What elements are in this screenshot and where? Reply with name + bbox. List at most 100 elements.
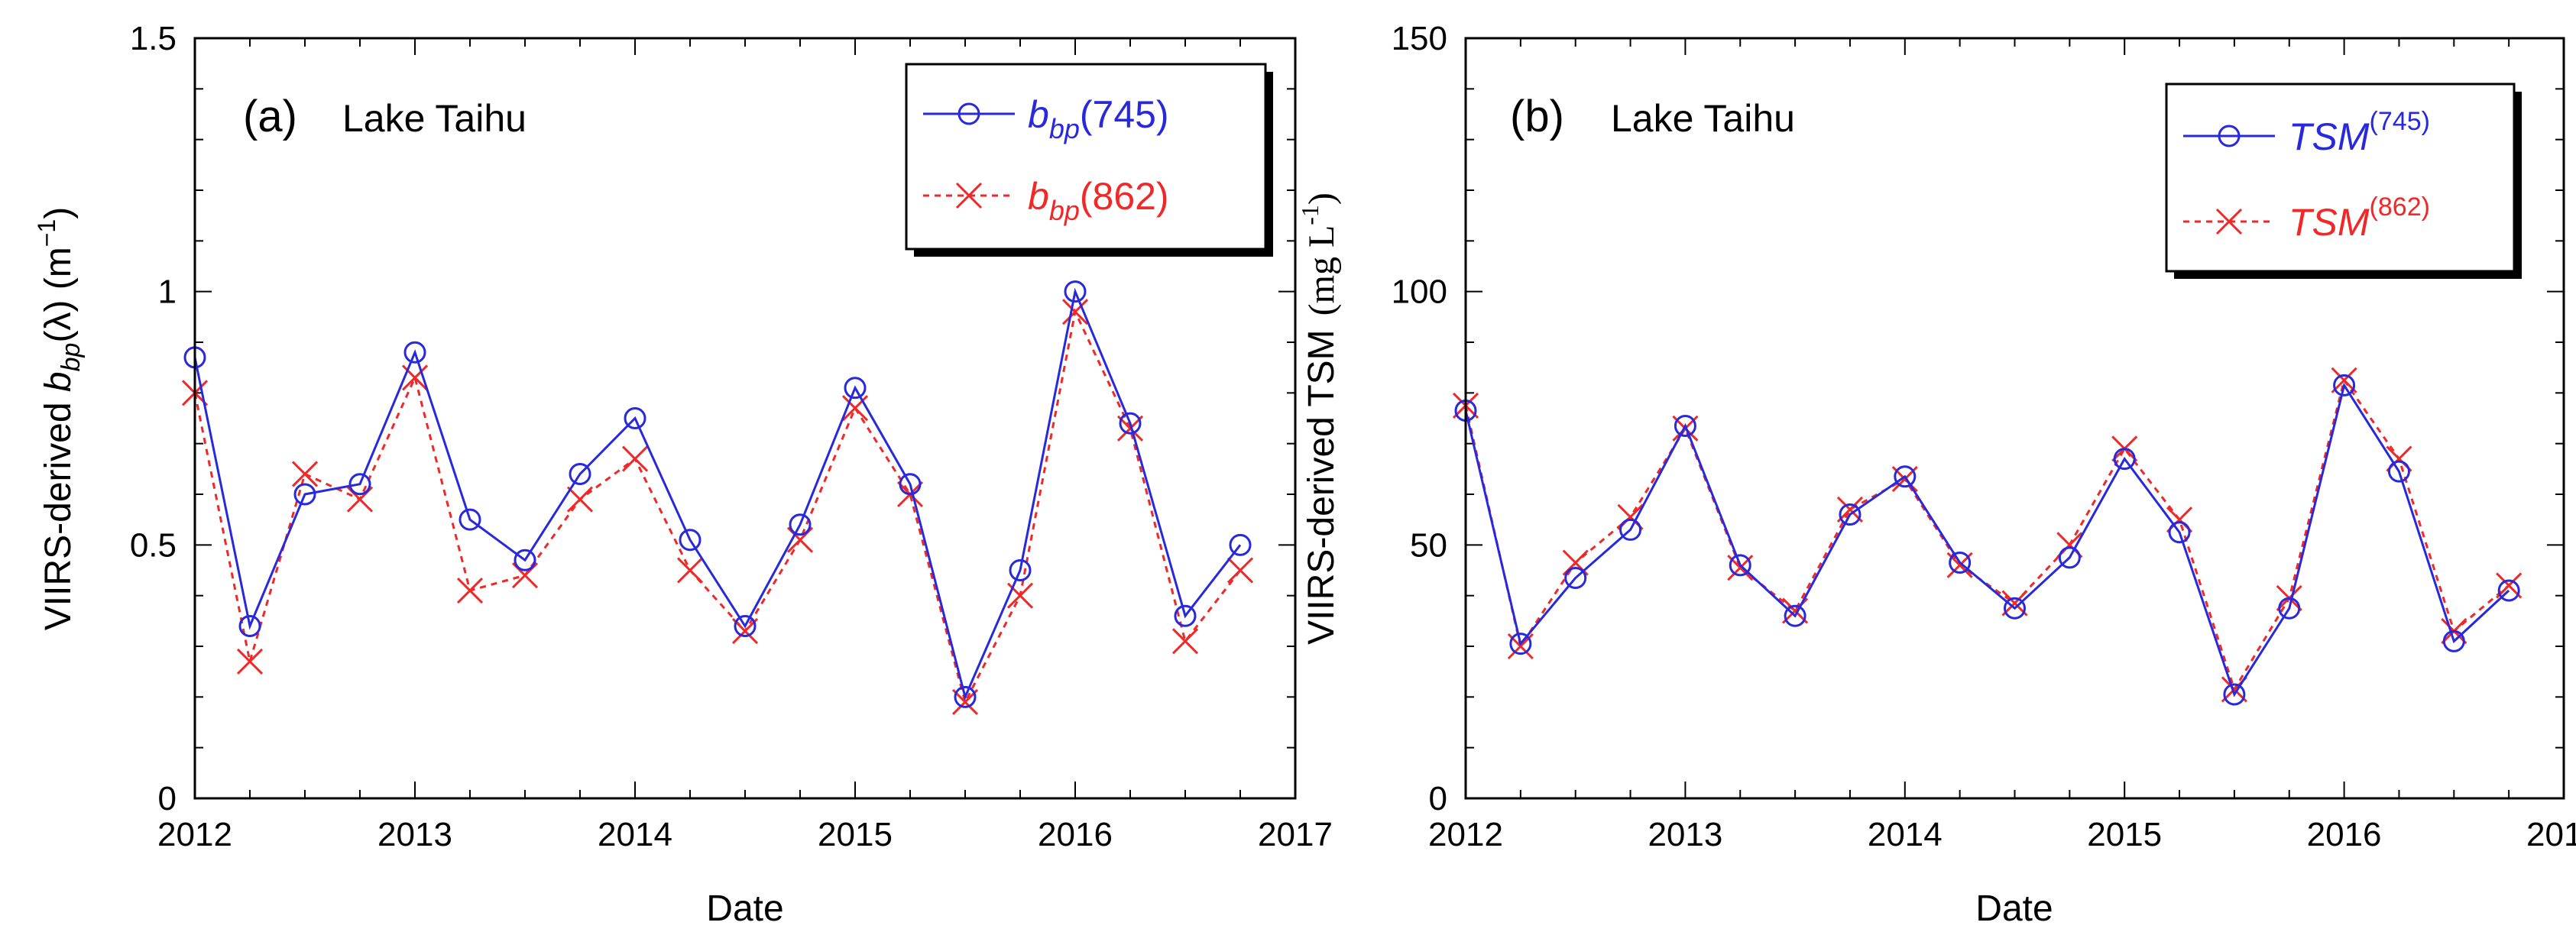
data-point-x xyxy=(291,461,319,487)
data-point-circle xyxy=(2168,521,2191,544)
data-point-circle xyxy=(1839,503,1862,526)
x-tick-label: 2012 xyxy=(157,816,232,853)
data-point-x xyxy=(1226,557,1254,584)
y-tick-label: 1 xyxy=(158,273,177,311)
y-tick-label: 100 xyxy=(1392,273,1447,311)
data-point-circle xyxy=(679,529,702,552)
x-tick-label: 2016 xyxy=(1038,816,1113,853)
data-point-x xyxy=(1061,299,1089,325)
panel-a-plot-frame xyxy=(193,37,1297,800)
legend-b-marker-745 xyxy=(2218,125,2241,147)
panel-b-series xyxy=(1452,367,2523,706)
x-tick-label: 2014 xyxy=(1868,816,1943,853)
data-point-circle xyxy=(1229,533,1252,556)
data-point-x xyxy=(731,618,759,645)
x-tick-label: 2015 xyxy=(818,816,893,853)
data-point-circle xyxy=(789,513,812,536)
data-point-x xyxy=(951,688,979,716)
data-point-circle xyxy=(2442,629,2465,652)
y-tick-label: 1.5 xyxy=(130,20,177,57)
panel-b-ticks: 2012 2013 2014 2015 2016 2017 0 50 100 150 xyxy=(1392,20,2576,853)
data-point-circle xyxy=(1009,559,1032,581)
data-point-circle xyxy=(1064,280,1087,303)
data-point-x xyxy=(456,577,484,604)
data-point-circle xyxy=(1509,633,1532,655)
data-point-circle xyxy=(458,508,481,531)
data-point-circle xyxy=(569,462,591,485)
data-point-circle xyxy=(2278,597,2301,620)
data-point-circle xyxy=(1174,604,1197,627)
panel-a-series xyxy=(181,280,1254,716)
data-point-x xyxy=(236,648,264,675)
data-point-circle xyxy=(403,341,426,364)
y-tick-label: 0 xyxy=(158,780,177,817)
x-tick-label: 2013 xyxy=(377,816,452,853)
data-point-circle xyxy=(624,407,646,429)
panel-b-ylabel: VIIRS-derived TSM(mg L-1) xyxy=(1296,193,1342,645)
data-point-circle xyxy=(2058,546,2081,569)
y-tick-label: 150 xyxy=(1392,20,1447,57)
data-point-x xyxy=(621,445,649,472)
panel-a-location: Lake Taihu xyxy=(342,97,527,140)
data-point-circle xyxy=(2004,597,2026,620)
series-line-b-bp-745- xyxy=(193,287,1242,701)
panel-b-xlabel: Date xyxy=(1975,888,2053,929)
panel-a-ylabel: VIIRS-derived bbp(λ) (m−1) xyxy=(33,207,86,630)
panel-b-plot-frame xyxy=(1464,37,2565,800)
data-point-circle xyxy=(2387,460,2410,483)
series-line-tsm-745- xyxy=(1464,382,2510,697)
data-point-x xyxy=(1171,628,1199,655)
data-point-circle xyxy=(2223,683,2246,706)
panel-b-legend: TSM(745) TSM(862) xyxy=(2165,83,2522,279)
legend-a-marker-745 xyxy=(957,102,980,125)
panel-a-ticks: 2012 2013 2014 2015 2016 2017 0 0.5 1 1.5 xyxy=(130,20,1333,853)
y-tick-label: 0 xyxy=(1429,780,1447,817)
legend-b-text-745: TSM(745) xyxy=(2289,107,2430,158)
data-point-circle xyxy=(954,685,977,708)
panel-b: 2012 2013 2014 2015 2016 2017 0 50 100 150 (b) La… xyxy=(1296,20,2576,929)
data-point-circle xyxy=(348,473,371,496)
data-point-circle xyxy=(2113,448,2136,471)
data-point-circle xyxy=(844,377,867,400)
data-point-circle xyxy=(1949,552,1972,574)
panel-a-legend: bbp(745) bbp(862) xyxy=(905,63,1273,257)
panel-a: 2012 2013 2014 2015 2016 2017 0 0.5 1 1.5 (a) Lak… xyxy=(33,20,1333,929)
x-tick-label: 2015 xyxy=(2087,816,2162,853)
legend-a-text-745: bbp(745) xyxy=(1028,93,1169,144)
x-tick-label: 2017 xyxy=(2526,816,2576,853)
data-point-x xyxy=(2331,367,2357,393)
data-point-circle xyxy=(293,483,316,506)
data-point-circle xyxy=(1729,554,1751,577)
x-tick-label: 2016 xyxy=(2307,816,2382,853)
legend-a-marker-862 xyxy=(955,182,983,209)
x-tick-label: 2014 xyxy=(598,816,672,853)
data-point-circle xyxy=(1119,412,1142,435)
x-tick-label: 2012 xyxy=(1428,816,1503,853)
data-point-circle xyxy=(1894,465,1917,488)
data-point-circle xyxy=(734,614,757,637)
y-tick-label: 0.5 xyxy=(130,526,177,564)
data-point-circle xyxy=(1674,414,1696,437)
panel-a-label: (a) xyxy=(243,92,297,141)
data-point-circle xyxy=(514,549,536,571)
data-point-x xyxy=(2496,572,2523,599)
y-tick-label: 50 xyxy=(1410,526,1447,564)
data-point-x xyxy=(2001,590,2028,617)
data-point-circle xyxy=(238,614,261,637)
data-point-circle xyxy=(2497,579,2520,602)
x-tick-label: 2017 xyxy=(1258,816,1333,853)
data-point-circle xyxy=(1619,518,1642,541)
legend-b-text-862: TSM(862) xyxy=(2289,193,2430,244)
data-point-x xyxy=(1836,496,1864,523)
data-point-x xyxy=(1116,415,1144,442)
panel-b-label: (b) xyxy=(1510,92,1564,141)
panel-b-location: Lake Taihu xyxy=(1611,97,1795,140)
data-point-circle xyxy=(1564,566,1587,589)
legend-a-text-862: bbp(862) xyxy=(1028,175,1169,226)
x-tick-label: 2013 xyxy=(1648,816,1722,853)
legend-b-marker-862 xyxy=(2215,208,2243,235)
data-point-x xyxy=(566,486,594,513)
panel-a-xlabel: Date xyxy=(706,888,783,929)
data-point-x xyxy=(676,557,704,584)
